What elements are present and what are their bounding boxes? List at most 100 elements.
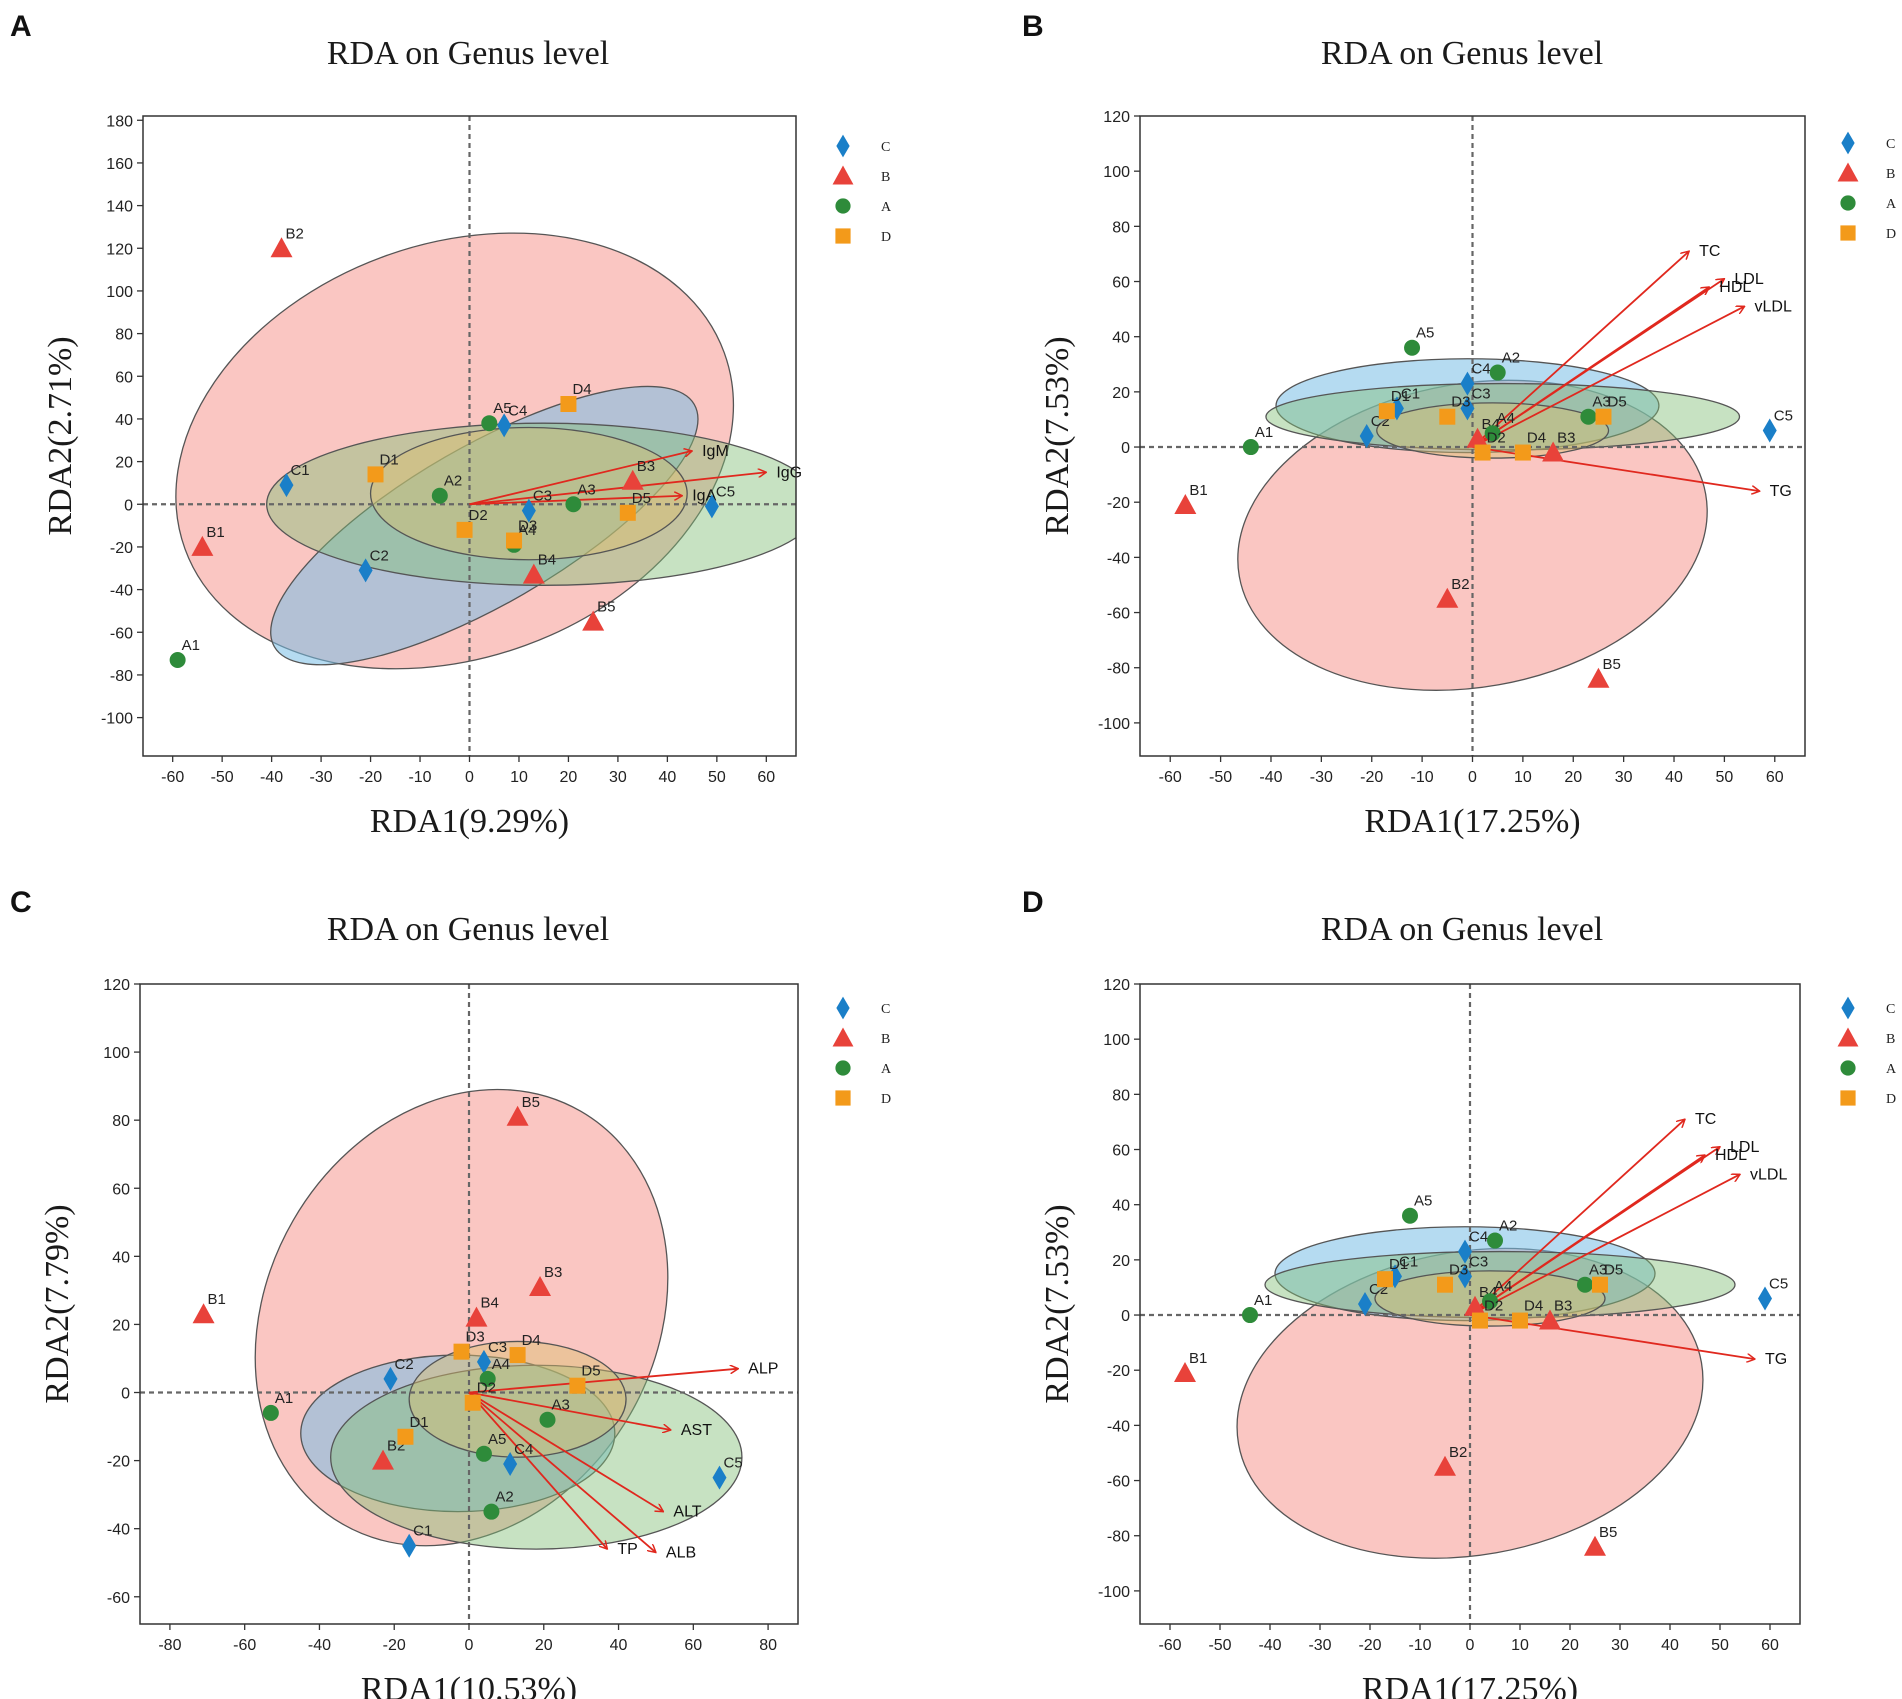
env-arrow-TP [468, 1391, 607, 1550]
env-label: TC [1695, 1111, 1716, 1128]
point-label: D3 [518, 518, 537, 535]
point-B3 [529, 1275, 552, 1296]
point-label: A3 [1592, 394, 1610, 411]
point-D2 [1472, 1312, 1488, 1329]
x-tick-label: 40 [1665, 769, 1683, 786]
point-label: A4 [518, 522, 536, 539]
y-tick-label: -100 [1098, 1584, 1130, 1601]
legend-marker-C [836, 134, 850, 158]
env-arrow-vLDL [1469, 1174, 1740, 1316]
point-label: C4 [514, 1441, 533, 1458]
y-tick-label: 40 [1112, 1198, 1130, 1215]
point-A1 [1242, 1307, 1258, 1324]
legend-marker-A [1840, 195, 1856, 211]
point-label: C1 [1399, 1253, 1418, 1270]
point-A2 [483, 1503, 500, 1520]
x-tick-label: 60 [684, 1637, 702, 1654]
point-B1 [191, 535, 214, 556]
point-label: D2 [1484, 1298, 1503, 1315]
point-D1 [1378, 403, 1395, 420]
y-tick-label: 140 [106, 199, 133, 216]
point-A4 [1482, 1293, 1498, 1310]
env-label: IgM [702, 443, 729, 460]
legend-marker-A [835, 198, 851, 214]
point-B3 [621, 469, 644, 490]
point-A1 [1242, 439, 1259, 456]
point-B5 [506, 1105, 529, 1126]
env-label: vLDL [1755, 298, 1792, 315]
y-tick-label: -20 [1107, 1363, 1130, 1380]
confidence-ellipse-A [1264, 1250, 1736, 1319]
point-D2 [464, 1394, 481, 1411]
point-label: C4 [508, 402, 527, 419]
point-C4 [503, 1452, 518, 1476]
point-A3 [539, 1411, 556, 1428]
x-tick-label: 10 [1511, 1637, 1529, 1654]
point-C3 [1458, 1264, 1472, 1289]
y-tick-label: 40 [115, 412, 133, 429]
env-arrow-ALB [468, 1391, 656, 1553]
point-A1 [262, 1404, 279, 1421]
x-tick-label: 50 [1715, 769, 1733, 786]
legend-label: C [881, 1002, 890, 1017]
point-label: A2 [444, 473, 462, 490]
legend-marker-D [1840, 1090, 1856, 1106]
point-label: D3 [1451, 394, 1470, 411]
x-tick-label: -60 [233, 1637, 256, 1654]
y-tick-label: -20 [110, 540, 133, 557]
point-label: C2 [394, 1356, 413, 1373]
env-arrow-IgM [469, 451, 693, 506]
env-label: HDL [1719, 279, 1751, 296]
x-tick-label: 60 [757, 769, 775, 786]
env-label: AST [681, 1422, 712, 1439]
y-tick-label: 60 [115, 369, 133, 386]
point-label: B4 [538, 552, 556, 569]
point-label: A3 [577, 481, 595, 498]
point-C5 [1762, 418, 1777, 443]
point-label: A5 [1416, 325, 1434, 342]
x-tick-label: 60 [1766, 769, 1784, 786]
point-label: C3 [1469, 1253, 1488, 1270]
point-B2 [372, 1449, 395, 1470]
x-axis-label: RDA1(10.53%) [361, 1671, 577, 1699]
point-D5 [1592, 1276, 1608, 1293]
point-label: C5 [1769, 1275, 1788, 1292]
confidence-ellipse-A [1265, 382, 1741, 451]
y-tick-label: -40 [107, 1522, 130, 1539]
x-tick-label: 0 [1468, 769, 1477, 786]
legend-label: A [881, 200, 892, 215]
legend-label: C [1886, 1002, 1895, 1017]
x-axis-label: RDA1(17.25%) [1364, 803, 1580, 840]
point-label: D4 [572, 381, 591, 398]
point-A3 [565, 496, 582, 513]
point-label: A5 [1414, 1193, 1432, 1210]
panel-letter: B [1022, 10, 1044, 43]
confidence-ellipse-C [270, 385, 699, 666]
point-label: B1 [1189, 482, 1207, 499]
confidence-ellipse-D [369, 426, 688, 561]
point-label: B5 [597, 599, 615, 616]
point-D2 [1474, 444, 1491, 461]
y-tick-label: -80 [110, 668, 133, 685]
x-tick-label: -30 [1308, 1637, 1331, 1654]
env-arrow-ALT [468, 1391, 663, 1512]
point-B5 [1584, 1535, 1606, 1556]
y-tick-label: 80 [115, 327, 133, 344]
legend-marker-D [835, 1090, 851, 1106]
legend-label: C [1886, 137, 1895, 152]
point-D4 [560, 396, 577, 412]
x-tick-label: -50 [1209, 769, 1232, 786]
y-tick-label: 120 [103, 977, 130, 994]
legend-label: A [1886, 1062, 1897, 1077]
legend-label: B [1886, 1032, 1895, 1047]
point-label: A2 [1499, 1218, 1517, 1235]
point-A3 [1580, 408, 1597, 425]
env-label: TG [1770, 483, 1792, 500]
y-tick-label: -60 [1107, 1474, 1130, 1491]
point-C3 [521, 498, 536, 523]
point-C2 [383, 1366, 398, 1391]
panel-letter: D [1022, 886, 1044, 919]
